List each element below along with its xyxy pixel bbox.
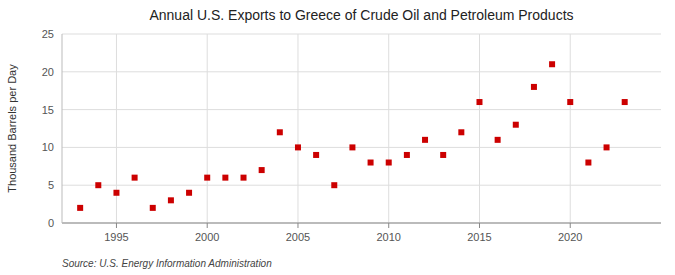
x-tick xyxy=(207,223,208,228)
point xyxy=(476,99,482,105)
point xyxy=(241,175,247,181)
x-tick-label: 1995 xyxy=(104,231,128,243)
y-grid-line xyxy=(62,34,661,35)
points xyxy=(77,61,628,211)
point xyxy=(77,205,83,211)
point xyxy=(549,61,555,67)
point xyxy=(95,182,101,188)
y-tick-label: 20 xyxy=(42,66,54,78)
point xyxy=(186,190,192,196)
x-tick-label: 2020 xyxy=(558,231,582,243)
point xyxy=(585,160,591,166)
point xyxy=(222,175,228,181)
point xyxy=(331,182,337,188)
x-grid-line xyxy=(479,34,480,223)
x-tick-label: 2005 xyxy=(286,231,310,243)
point xyxy=(386,160,392,166)
point xyxy=(349,144,355,150)
y-grid-line xyxy=(62,109,661,110)
point xyxy=(604,144,610,150)
chart: Annual U.S. Exports to Greece of Crude O… xyxy=(0,0,675,275)
point xyxy=(132,175,138,181)
title: Annual U.S. Exports to Greece of Crude O… xyxy=(149,7,573,23)
x-tick-label: 2000 xyxy=(195,231,219,243)
point xyxy=(622,99,628,105)
y-grid-line xyxy=(62,185,661,186)
point xyxy=(259,167,265,173)
y-tick-label: 0 xyxy=(48,217,54,229)
point xyxy=(513,122,519,128)
y-tick-label: 25 xyxy=(42,28,54,40)
y-axis-label: Thousand Barrels per Day xyxy=(6,64,18,193)
point xyxy=(150,205,156,211)
x-tick-label: 2010 xyxy=(376,231,400,243)
y-tick-label: 15 xyxy=(42,104,54,116)
point xyxy=(458,129,464,135)
y-tick-label: 5 xyxy=(48,179,54,191)
y-grid-line xyxy=(62,223,661,224)
x-tick xyxy=(388,223,389,228)
y-grid-line xyxy=(62,71,661,72)
point xyxy=(113,190,119,196)
point xyxy=(440,152,446,158)
point xyxy=(295,144,301,150)
x-grid-line xyxy=(207,34,208,223)
point xyxy=(168,197,174,203)
y-axis-line xyxy=(62,34,63,223)
source-note: Source: U.S. Energy Information Administ… xyxy=(62,258,272,269)
x-axis-line xyxy=(62,223,661,224)
y-grid-line xyxy=(62,147,661,148)
x-tick xyxy=(116,223,117,228)
point xyxy=(277,129,283,135)
point xyxy=(313,152,319,158)
x-tick xyxy=(570,223,571,228)
x-tick xyxy=(297,223,298,228)
point xyxy=(567,99,573,105)
point xyxy=(531,84,537,90)
point xyxy=(368,160,374,166)
point xyxy=(495,137,501,143)
point xyxy=(422,137,428,143)
grid xyxy=(62,34,661,223)
x-tick xyxy=(479,223,480,228)
x-grid-line xyxy=(297,34,298,223)
point xyxy=(204,175,210,181)
x-tick-label: 2015 xyxy=(467,231,491,243)
x-grid-line xyxy=(570,34,571,223)
chart-container: Annual U.S. Exports to Greece of Crude O… xyxy=(0,0,675,275)
point xyxy=(404,152,410,158)
x-grid-line xyxy=(388,34,389,223)
y-tick-label: 10 xyxy=(42,141,54,153)
